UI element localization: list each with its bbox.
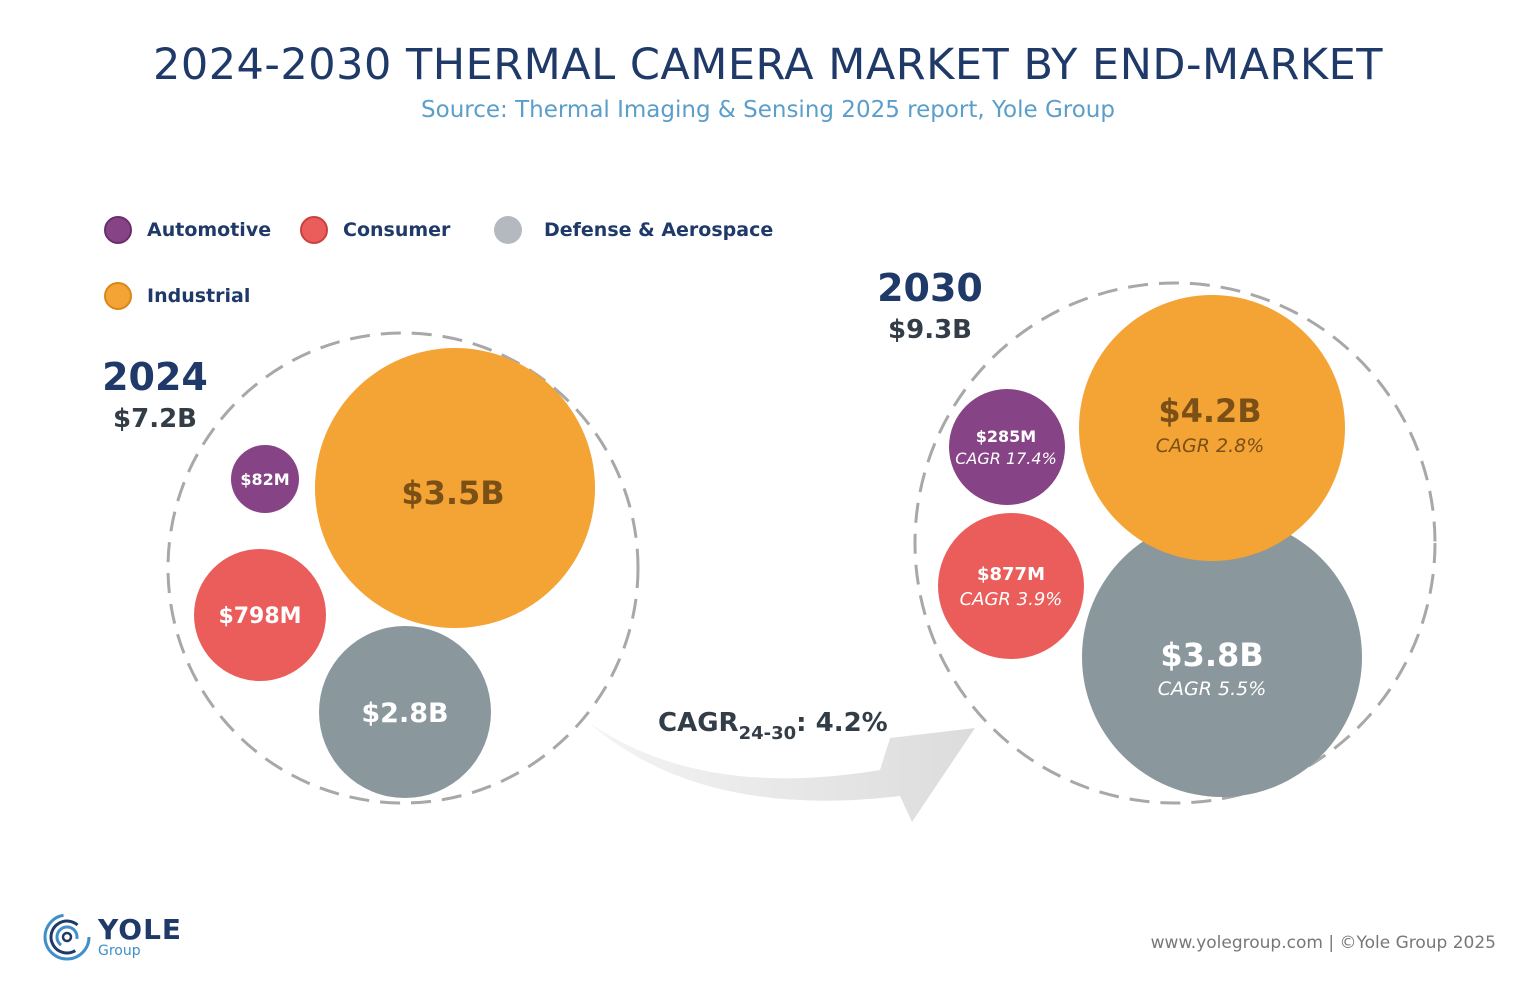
bubble-value-label: $3.5B — [401, 474, 504, 512]
bubble-value-label: $4.2B — [1158, 392, 1261, 430]
cagr-colon: : — [796, 708, 815, 738]
bubble-2030-automotive: $285M CAGR 17.4% — [949, 389, 1065, 505]
bubble-2024-consumer: $798M — [194, 549, 326, 681]
legend-label: Consumer — [343, 219, 451, 241]
bubble-2030-defense: $3.8B CAGR 5.5% — [1082, 517, 1362, 797]
bubble-circle — [949, 389, 1065, 505]
footer-copyright: www.yolegroup.com | ©Yole Group 2025 — [1150, 933, 1496, 953]
bubble-circle — [319, 626, 491, 798]
cagr-value: 4.2% — [816, 708, 888, 738]
bubble-2024-defense: $2.8B — [319, 626, 491, 798]
legend-label: Automotive — [147, 219, 272, 241]
legend-swatch-defense — [494, 216, 522, 244]
bubble-circle — [1082, 517, 1362, 797]
legend-label: Defense & Aerospace — [544, 219, 774, 241]
bubble-value-label: $2.8B — [361, 698, 448, 729]
cagr-subscript: 24-30 — [739, 723, 797, 744]
logo-subtext: Group — [98, 943, 141, 959]
overall-cagr-label: CAGR24-30: 4.2% — [658, 708, 888, 744]
total-label-2024: $7.2B — [113, 404, 197, 434]
bubble-cagr-label: CAGR 3.9% — [960, 589, 1063, 610]
bubble-circle — [315, 348, 595, 628]
bubble-2024-automotive: $82M — [231, 445, 299, 513]
chart-subtitle: Source: Thermal Imaging & Sensing 2025 r… — [421, 97, 1115, 123]
bubble-circle — [231, 445, 299, 513]
bubble-cagr-label: CAGR 2.8% — [1156, 435, 1265, 457]
total-label-2030: $9.3B — [888, 315, 972, 345]
group-outline-2030 — [913, 281, 1437, 805]
year-label-2024: 2024 — [102, 355, 208, 399]
legend-item-industrial: Industrial — [104, 282, 250, 310]
legend-swatch-consumer — [300, 216, 328, 244]
bubble-circle — [194, 549, 326, 681]
bubble-2030-industrial: $4.2B CAGR 2.8% — [1079, 295, 1345, 561]
growth-arrow — [588, 722, 975, 822]
legend-label: Industrial — [147, 285, 251, 307]
bubble-cagr-label: CAGR 5.5% — [1158, 678, 1267, 700]
chart-title: 2024-2030 THERMAL CAMERA MARKET BY END-M… — [152, 40, 1384, 90]
yole-logo-icon — [43, 913, 91, 961]
legend-item-consumer: Consumer — [300, 216, 450, 244]
bubble-circle — [1079, 295, 1345, 561]
group-outline-2024 — [166, 331, 640, 805]
legend-swatch-automotive — [104, 216, 132, 244]
legend-item-defense: Defense & Aerospace — [494, 216, 773, 244]
logo-wordmark: YOLE — [98, 913, 183, 946]
bubble-value-label: $877M — [977, 564, 1045, 585]
legend-swatch-industrial — [104, 282, 132, 310]
bubble-2030-consumer: $877M CAGR 3.9% — [938, 513, 1084, 659]
bubble-circle — [938, 513, 1084, 659]
legend-item-automotive: Automotive — [104, 216, 271, 244]
bubble-2024-industrial: $3.5B — [315, 348, 595, 628]
bubble-value-label: $3.8B — [1160, 636, 1263, 674]
bubble-value-label: $798M — [218, 604, 301, 629]
bubble-cagr-label: CAGR 17.4% — [955, 449, 1057, 468]
bubble-value-label: $82M — [240, 470, 289, 489]
year-label-2030: 2030 — [877, 266, 983, 310]
bubble-value-label: $285M — [976, 427, 1036, 446]
cagr-text: CAGR — [658, 708, 739, 738]
yole-logo: YOLE Group — [42, 912, 182, 962]
